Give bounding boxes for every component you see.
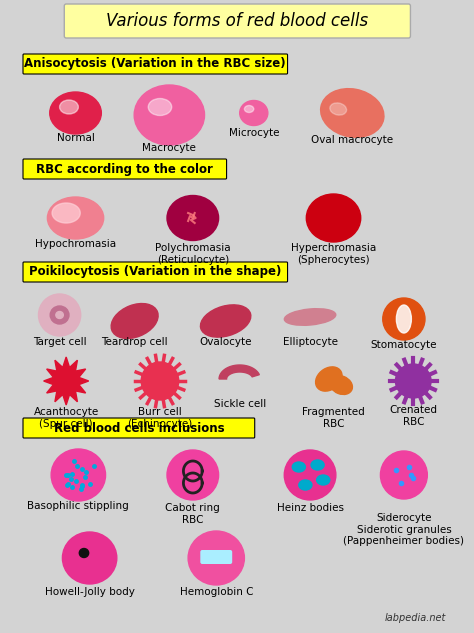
Ellipse shape (245, 106, 254, 113)
Ellipse shape (284, 450, 336, 500)
FancyBboxPatch shape (23, 54, 288, 74)
Text: Red blood cells inclusions: Red blood cells inclusions (54, 422, 224, 434)
Polygon shape (44, 357, 89, 405)
Text: Crenated
RBC: Crenated RBC (389, 405, 437, 427)
Ellipse shape (316, 367, 342, 391)
FancyBboxPatch shape (64, 4, 410, 38)
Text: Poikilocytosis (Variation in the shape): Poikilocytosis (Variation in the shape) (29, 265, 282, 279)
Ellipse shape (306, 194, 361, 242)
Text: Ovalocyte: Ovalocyte (200, 337, 252, 347)
Ellipse shape (141, 362, 179, 400)
Text: Oval macrocyte: Oval macrocyte (311, 135, 393, 145)
Ellipse shape (396, 305, 411, 333)
Text: Sickle cell: Sickle cell (214, 399, 266, 409)
Ellipse shape (51, 449, 106, 501)
Text: Polychromasia
(Reticulocyte): Polychromasia (Reticulocyte) (155, 243, 231, 265)
Ellipse shape (395, 364, 431, 398)
Text: Burr cell
(Echinocyte): Burr cell (Echinocyte) (128, 407, 192, 429)
Ellipse shape (56, 311, 64, 318)
Ellipse shape (381, 451, 428, 499)
Text: Basophilic stippling: Basophilic stippling (27, 501, 129, 511)
Ellipse shape (299, 480, 312, 490)
Ellipse shape (188, 531, 245, 585)
Ellipse shape (167, 450, 219, 500)
Text: Siderocyte
Siderotic granules
(Pappenheimer bodies): Siderocyte Siderotic granules (Pappenhei… (343, 513, 465, 546)
Text: Heinz bodies: Heinz bodies (276, 503, 344, 513)
Ellipse shape (330, 103, 346, 115)
Ellipse shape (50, 92, 101, 134)
FancyBboxPatch shape (23, 262, 288, 282)
Text: Fragmented
RBC: Fragmented RBC (302, 407, 365, 429)
Text: Macrocyte: Macrocyte (142, 143, 196, 153)
Ellipse shape (201, 305, 251, 337)
Ellipse shape (79, 549, 89, 558)
FancyBboxPatch shape (201, 550, 232, 564)
Ellipse shape (111, 304, 158, 339)
Ellipse shape (148, 99, 172, 115)
FancyBboxPatch shape (23, 418, 255, 438)
Text: Cabot ring
RBC: Cabot ring RBC (165, 503, 220, 525)
Ellipse shape (38, 294, 81, 336)
Ellipse shape (284, 309, 336, 325)
Ellipse shape (47, 197, 104, 239)
Ellipse shape (63, 532, 117, 584)
FancyBboxPatch shape (23, 159, 227, 179)
Text: RBC according to the color: RBC according to the color (36, 163, 213, 175)
Text: Normal: Normal (56, 133, 94, 143)
Text: Target cell: Target cell (33, 337, 86, 347)
Ellipse shape (317, 475, 330, 485)
Ellipse shape (329, 375, 352, 394)
Text: Stomatocyte: Stomatocyte (371, 340, 437, 350)
Ellipse shape (134, 85, 204, 145)
Ellipse shape (52, 203, 80, 223)
Ellipse shape (320, 89, 384, 137)
Text: Hypochromasia: Hypochromasia (35, 239, 116, 249)
Text: Teardrop cell: Teardrop cell (101, 337, 168, 347)
Ellipse shape (60, 100, 78, 114)
Text: Acanthocyte
(Spur cell): Acanthocyte (Spur cell) (34, 407, 99, 429)
Polygon shape (219, 365, 259, 379)
Ellipse shape (50, 306, 69, 324)
Ellipse shape (240, 101, 268, 125)
Text: Anisocytosis (Variation in the RBC size): Anisocytosis (Variation in the RBC size) (25, 58, 286, 70)
Text: Microcyte: Microcyte (228, 128, 279, 138)
Text: Hyperchromasia
(Spherocytes): Hyperchromasia (Spherocytes) (291, 243, 376, 265)
Text: Hemoglobin C: Hemoglobin C (180, 587, 253, 597)
Ellipse shape (311, 460, 324, 470)
Ellipse shape (383, 298, 425, 340)
Text: labpedia.net: labpedia.net (385, 613, 446, 623)
Ellipse shape (292, 462, 305, 472)
Text: Howell-Jolly body: Howell-Jolly body (45, 587, 135, 597)
Text: Elliptocyte: Elliptocyte (283, 337, 337, 347)
Ellipse shape (167, 196, 219, 241)
Text: Various forms of red blood cells: Various forms of red blood cells (106, 12, 368, 30)
